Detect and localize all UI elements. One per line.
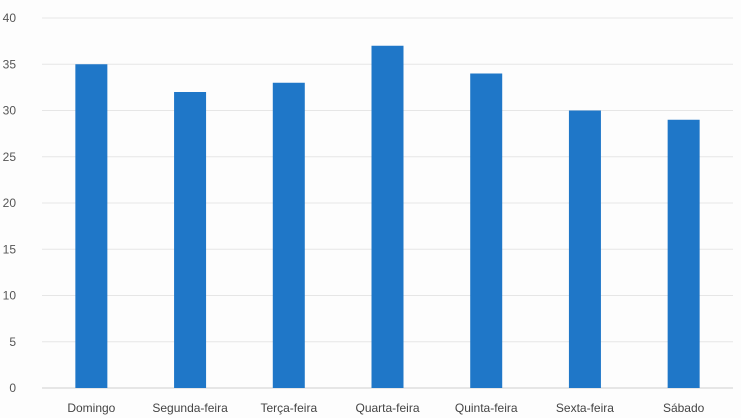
y-tick-label: 5 — [9, 335, 16, 349]
bar-segunda-feira — [174, 92, 207, 388]
x-tick-label: Quinta-feira — [455, 401, 518, 415]
y-tick-label: 25 — [3, 150, 17, 164]
y-tick-label: 40 — [3, 11, 17, 25]
y-tick-label: 20 — [3, 196, 17, 210]
x-tick-label: Terça-feira — [260, 401, 317, 415]
bar-quarta-feira — [371, 45, 404, 388]
bar-sexta-feira — [568, 110, 601, 388]
y-tick-label: 30 — [3, 104, 17, 118]
x-tick-label: Domingo — [67, 401, 115, 415]
x-axis-tick-labels: Domingo Segunda-feira Terça-feira Quarta-fe… — [67, 401, 704, 415]
x-tick-label: Quarta-feira — [355, 401, 419, 415]
y-tick-label: 10 — [3, 289, 17, 303]
y-tick-label: 35 — [3, 57, 17, 71]
y-tick-label: 0 — [9, 381, 16, 395]
bar-ter-a-feira — [272, 82, 305, 388]
x-tick-label: Sábado — [663, 401, 705, 415]
y-axis-tick-labels: 0 5 10 15 20 25 30 35 40 — [3, 11, 17, 395]
bar-quinta-feira — [470, 73, 503, 388]
x-tick-label: Segunda-feira — [152, 401, 228, 415]
bar-domingo — [75, 64, 108, 388]
bar-s-bado — [667, 119, 700, 388]
bars — [75, 45, 700, 388]
x-tick-label: Sexta-feira — [556, 401, 614, 415]
y-tick-label: 15 — [3, 242, 17, 256]
